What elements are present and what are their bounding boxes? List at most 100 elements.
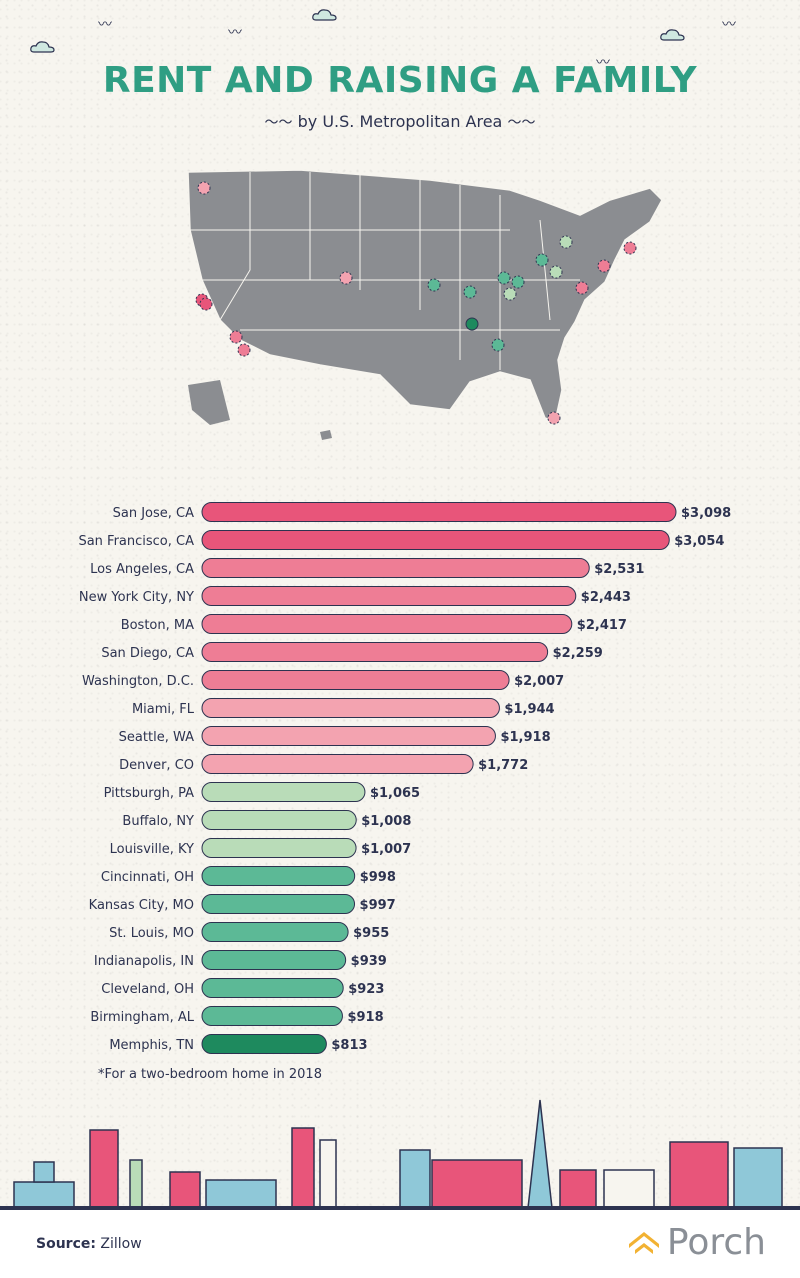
value-label: $813 (331, 1038, 367, 1053)
porch-logo-icon (628, 1231, 659, 1254)
squiggle-icon: 〜〜 (264, 115, 293, 131)
category-label: Buffalo, NY (122, 814, 194, 829)
city-skyline-illustration (0, 1099, 800, 1210)
category-label: Denver, CO (119, 758, 194, 773)
squiggle-decoration: 〰 (722, 17, 736, 33)
map-marker (549, 265, 563, 279)
cloud-icon (312, 9, 337, 21)
us-map (187, 169, 663, 440)
map-marker (465, 317, 479, 331)
bar (201, 978, 344, 998)
map-marker (503, 287, 517, 301)
bar (201, 810, 357, 830)
category-label: New York City, NY (79, 590, 194, 605)
category-label: Pittsburgh, PA (104, 786, 195, 801)
category-label: Washington, D.C. (82, 674, 194, 689)
value-label: $918 (347, 1010, 383, 1025)
footnote: *For a two-bedroom home in 2018 (98, 1067, 322, 1082)
map-marker (199, 297, 213, 311)
brand-name: Porch (666, 1222, 766, 1263)
source-value: Zillow (100, 1236, 142, 1252)
city-markers (195, 181, 637, 425)
bar (201, 642, 549, 662)
map-marker (497, 271, 511, 285)
subtitle-text: by U.S. Metropolitan Area (297, 112, 503, 131)
value-label: $1,918 (500, 730, 550, 745)
category-label: Kansas City, MO (89, 898, 194, 913)
bar (201, 558, 590, 578)
bar (201, 1006, 343, 1026)
squiggle-decoration: 〰 (228, 25, 242, 41)
map-marker (535, 253, 549, 267)
map-marker (575, 281, 589, 295)
category-label: Boston, MA (121, 618, 194, 633)
map-marker (559, 235, 573, 249)
category-label: Louisville, KY (110, 842, 194, 857)
value-label: $1,772 (478, 758, 528, 773)
squiggle-icon: 〜〜 (507, 115, 536, 131)
value-label: $1,008 (361, 814, 411, 829)
category-label: Indianapolis, IN (94, 954, 194, 969)
value-label: $2,417 (577, 618, 627, 633)
bar (201, 838, 357, 858)
page-title: RENT AND RAISING A FAMILY (102, 60, 698, 101)
map-marker (237, 343, 251, 357)
value-label: $3,054 (674, 534, 724, 549)
value-label: $1,065 (370, 786, 420, 801)
bar (201, 866, 356, 886)
squiggle-decoration: 〰 (596, 55, 610, 71)
value-label: $2,443 (581, 590, 631, 605)
bar (201, 894, 356, 914)
map-marker (197, 181, 211, 195)
bar (201, 670, 510, 690)
value-label: $955 (353, 926, 389, 941)
bar-chart: San Jose, CA $3,098 San Francisco, CA $3,05… (78, 502, 731, 1054)
map-marker (463, 285, 477, 299)
us-mainland-shape (187, 169, 663, 424)
map-marker (597, 259, 611, 273)
category-label: Cleveland, OH (101, 982, 194, 997)
bar (201, 586, 577, 606)
category-label: St. Louis, MO (109, 926, 194, 941)
value-label: $2,259 (553, 646, 603, 661)
alaska-shape (188, 380, 230, 425)
category-label: San Jose, CA (113, 506, 194, 521)
map-marker (547, 411, 561, 425)
cloud-icon (660, 29, 685, 41)
category-label: Birmingham, AL (90, 1010, 194, 1025)
map-marker (623, 241, 637, 255)
map-marker (229, 330, 243, 344)
page-subtitle: 〜〜 by U.S. Metropolitan Area 〜〜 (0, 112, 800, 132)
value-label: $998 (360, 870, 396, 885)
bar (201, 698, 500, 718)
bar (201, 1034, 327, 1054)
category-label: San Diego, CA (101, 646, 194, 661)
category-label: Miami, FL (132, 702, 195, 717)
map-marker (491, 338, 505, 352)
source-credit: Source: Zillow (36, 1236, 142, 1252)
category-label: Los Angeles, CA (90, 562, 194, 577)
footer: Source: Zillow Porch (0, 1210, 800, 1278)
category-label: Seattle, WA (119, 730, 194, 745)
cloud-icon (30, 41, 55, 53)
hawaii-shape (320, 430, 332, 440)
map-marker (511, 275, 525, 289)
bar (201, 950, 347, 970)
value-label: $939 (351, 954, 387, 969)
bar (201, 922, 349, 942)
source-label: Source: (36, 1236, 96, 1252)
bar (201, 782, 366, 802)
bar (201, 530, 670, 550)
bar (201, 502, 677, 522)
value-label: $2,531 (594, 562, 644, 577)
brand-logo: Porch (627, 1222, 766, 1263)
value-label: $997 (360, 898, 396, 913)
category-label: Memphis, TN (109, 1038, 194, 1053)
map-marker (427, 278, 441, 292)
value-label: $923 (348, 982, 384, 997)
bar (201, 754, 474, 774)
value-label: $3,098 (681, 506, 731, 521)
map-marker (339, 271, 353, 285)
category-label: Cincinnati, OH (101, 870, 194, 885)
value-label: $1,944 (504, 702, 554, 717)
